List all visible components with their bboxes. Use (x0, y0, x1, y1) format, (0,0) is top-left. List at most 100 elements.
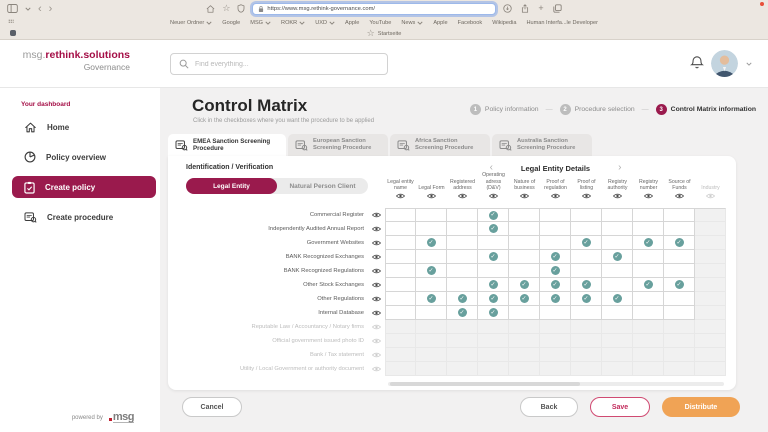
matrix-checkbox-cell[interactable]: ✓ (540, 292, 571, 306)
column-visibility-eye-icon[interactable] (551, 193, 560, 199)
sidebar-item-home[interactable]: Home (12, 116, 156, 138)
matrix-checkbox-cell[interactable]: ✓ (602, 250, 633, 264)
matrix-checkbox-cell[interactable]: ✓ (509, 292, 540, 306)
distribute-button[interactable]: Distribute (662, 397, 740, 417)
matrix-checkbox-cell[interactable] (571, 222, 602, 236)
matrix-horizontal-scrollbar[interactable] (388, 382, 724, 386)
matrix-checkbox-cell[interactable] (509, 264, 540, 278)
matrix-checkbox-cell[interactable]: ✓ (540, 264, 571, 278)
matrix-checkbox-cell[interactable] (385, 236, 416, 250)
matrix-checkbox-cell[interactable]: ✓ (416, 236, 447, 250)
forward-icon[interactable]: › (48, 2, 53, 15)
matrix-checkbox-cell[interactable] (664, 306, 695, 320)
matrix-checkbox-cell[interactable] (633, 250, 664, 264)
matrix-checkbox-cell[interactable] (385, 250, 416, 264)
matrix-checkbox-cell[interactable] (540, 222, 571, 236)
avatar[interactable] (711, 50, 738, 77)
matrix-checkbox-cell[interactable] (416, 250, 447, 264)
tab-overview-icon[interactable] (553, 4, 562, 13)
matrix-checkbox-cell[interactable] (385, 208, 416, 222)
notifications-bell-icon[interactable] (690, 55, 704, 70)
matrix-checkbox-cell[interactable] (633, 208, 664, 222)
matrix-checkbox-cell[interactable]: ✓ (540, 250, 571, 264)
matrix-checkbox-cell[interactable]: ✓ (478, 278, 509, 292)
matrix-checkbox-cell[interactable] (447, 236, 478, 250)
sidebar-item-create-policy[interactable]: Create policy (12, 176, 156, 198)
column-visibility-eye-icon[interactable] (644, 193, 653, 199)
bookmark-item[interactable]: ROKR (281, 20, 305, 26)
matrix-checkbox-cell[interactable]: ✓ (447, 306, 478, 320)
sidebar-item-policy-overview[interactable]: Policy overview (12, 146, 156, 168)
matrix-checkbox-cell[interactable]: ✓ (664, 278, 695, 292)
column-visibility-eye-icon[interactable] (489, 193, 498, 199)
matrix-checkbox-cell[interactable]: ✓ (633, 278, 664, 292)
cancel-button[interactable]: Cancel (182, 397, 242, 417)
matrix-checkbox-cell[interactable] (571, 264, 602, 278)
matrix-checkbox-cell[interactable]: ✓ (416, 264, 447, 278)
bookmark-item[interactable]: Google (222, 19, 241, 26)
matrix-checkbox-cell[interactable]: ✓ (478, 292, 509, 306)
matrix-checkbox-cell[interactable] (571, 306, 602, 320)
bookmark-item[interactable]: Apple (433, 19, 448, 26)
matrix-checkbox-cell[interactable] (664, 208, 695, 222)
matrix-checkbox-cell[interactable] (633, 292, 664, 306)
bookmark-item[interactable]: YouTube (369, 19, 392, 26)
matrix-checkbox-cell[interactable] (602, 208, 633, 222)
search-input[interactable] (195, 60, 379, 68)
column-visibility-eye-icon[interactable] (582, 193, 591, 199)
back-icon[interactable]: ‹ (38, 2, 42, 15)
matrix-checkbox-cell[interactable] (416, 278, 447, 292)
matrix-checkbox-cell[interactable]: ✓ (478, 222, 509, 236)
matrix-checkbox-cell[interactable] (478, 264, 509, 278)
matrix-checkbox-cell[interactable] (571, 208, 602, 222)
matrix-checkbox-cell[interactable]: ✓ (540, 278, 571, 292)
tab-european[interactable]: European Sanction Screening Procedure (288, 134, 388, 156)
bookmark-item[interactable]: Apple (345, 19, 360, 26)
row-visibility-eye-icon[interactable] (372, 254, 381, 260)
matrix-checkbox-cell[interactable] (509, 250, 540, 264)
bookmark-star-icon[interactable]: ☆ (222, 3, 231, 13)
matrix-checkbox-cell[interactable] (447, 250, 478, 264)
row-visibility-eye-icon[interactable] (372, 268, 381, 274)
sidebar-item-create-procedure[interactable]: Create procedure (12, 206, 156, 228)
matrix-checkbox-cell[interactable]: ✓ (416, 292, 447, 306)
bookmark-item[interactable]: Wikipedia (492, 19, 517, 26)
row-visibility-eye-icon[interactable] (372, 212, 381, 218)
matrix-checkbox-cell[interactable] (447, 222, 478, 236)
tab-africa[interactable]: Africa Sanction Screening Procedure (390, 134, 490, 156)
row-visibility-eye-icon[interactable] (372, 296, 381, 302)
column-visibility-eye-icon[interactable] (675, 193, 684, 199)
matrix-checkbox-cell[interactable] (633, 222, 664, 236)
matrix-checkbox-cell[interactable] (385, 264, 416, 278)
matrix-checkbox-cell[interactable]: ✓ (478, 208, 509, 222)
matrix-checkbox-cell[interactable] (509, 236, 540, 250)
row-visibility-eye-icon[interactable] (372, 226, 381, 232)
bookmark-item[interactable]: UXD (315, 20, 335, 26)
column-visibility-eye-icon[interactable] (396, 193, 405, 199)
bookmark-item[interactable]: News (401, 20, 423, 26)
matrix-checkbox-cell[interactable] (664, 250, 695, 264)
matrix-checkbox-cell[interactable] (540, 236, 571, 250)
share-icon[interactable] (521, 4, 529, 13)
matrix-checkbox-cell[interactable]: ✓ (633, 236, 664, 250)
bookmark-item[interactable]: Neuer Ordner (170, 20, 212, 26)
matrix-checkbox-cell[interactable] (540, 208, 571, 222)
address-bar[interactable]: https://www.msg.rethink-governance.com/ (252, 2, 497, 15)
matrix-checkbox-cell[interactable] (509, 306, 540, 320)
matrix-checkbox-cell[interactable]: ✓ (447, 292, 478, 306)
column-visibility-eye-icon[interactable] (427, 193, 436, 199)
profile-chevron-down-icon[interactable] (746, 62, 752, 66)
row-visibility-eye-icon[interactable] (372, 310, 381, 316)
matrix-checkbox-cell[interactable] (633, 264, 664, 278)
matrix-checkbox-cell[interactable] (664, 264, 695, 278)
matrix-checkbox-cell[interactable] (509, 208, 540, 222)
row-visibility-eye-icon[interactable] (372, 240, 381, 246)
matrix-checkbox-cell[interactable] (602, 222, 633, 236)
save-button[interactable]: Save (590, 397, 650, 417)
scrollbar-thumb[interactable] (390, 382, 580, 386)
matrix-checkbox-cell[interactable] (447, 264, 478, 278)
start-page-link[interactable]: ☆ Startseite (366, 28, 402, 38)
matrix-checkbox-cell[interactable]: ✓ (571, 278, 602, 292)
column-visibility-eye-icon[interactable] (613, 193, 622, 199)
matrix-checkbox-cell[interactable]: ✓ (664, 236, 695, 250)
